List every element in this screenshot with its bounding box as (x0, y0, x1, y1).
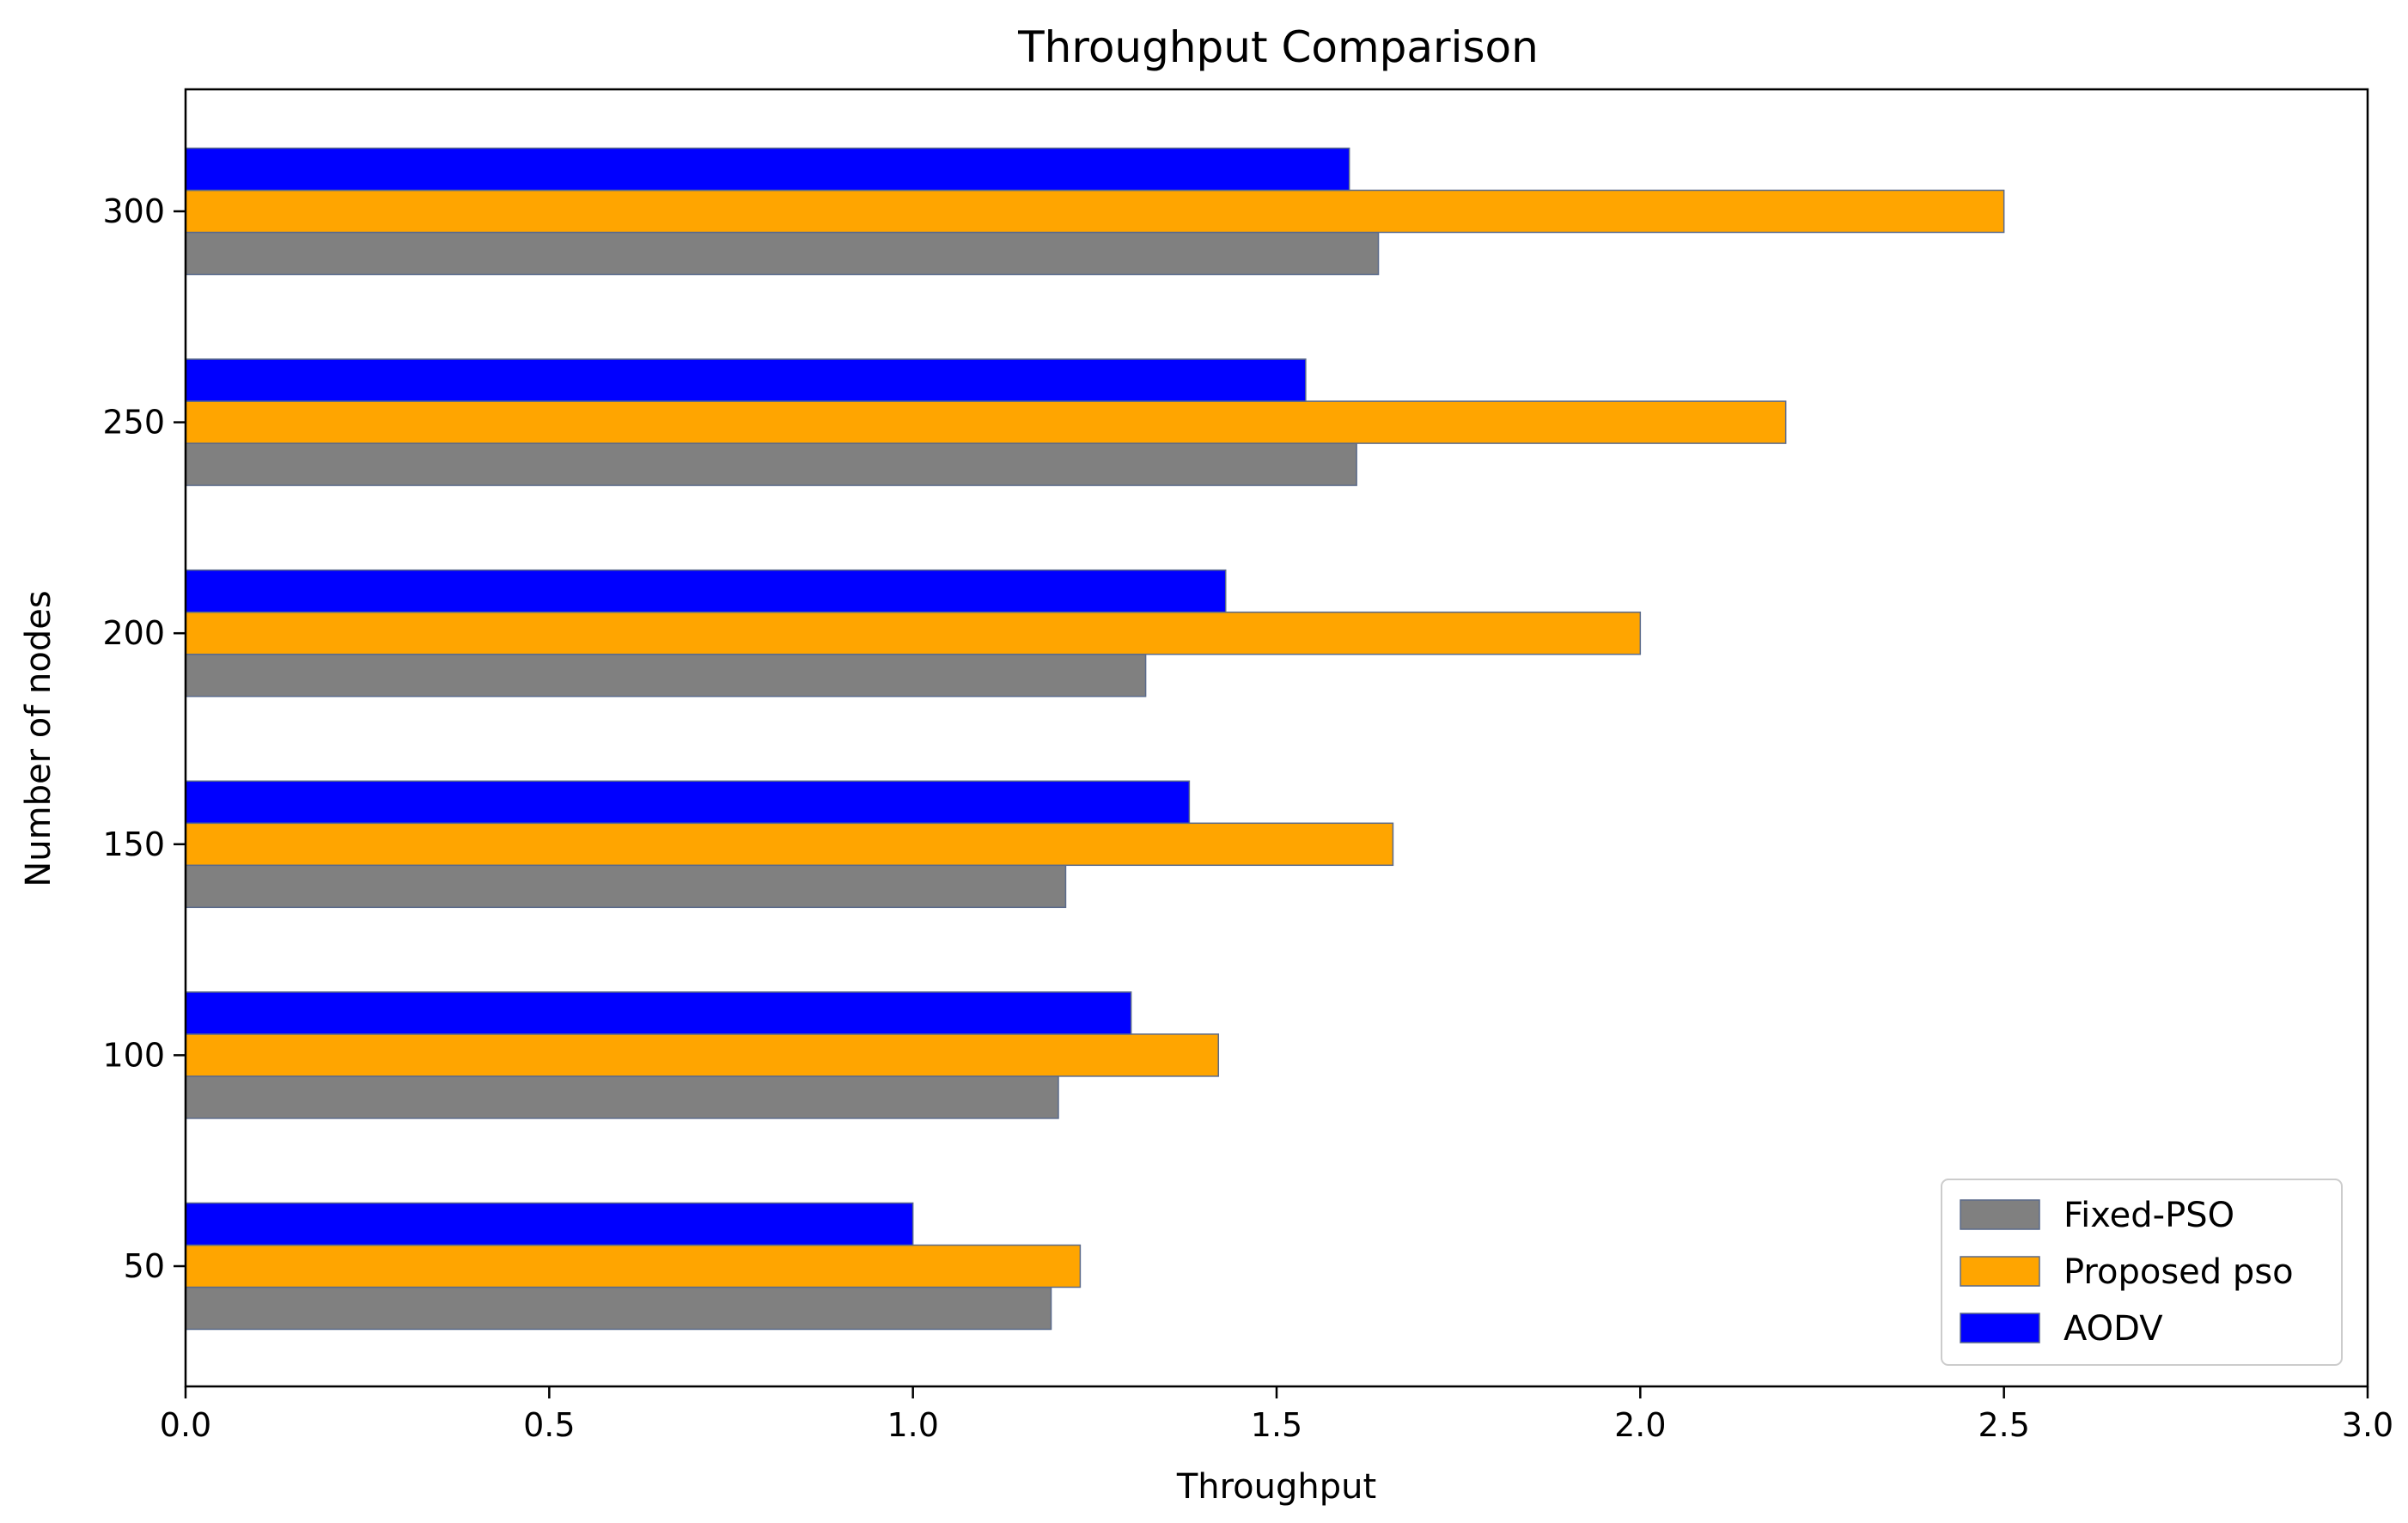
bar-fixed-pso-50 (185, 1286, 1052, 1331)
y-tick-label-250: 250 (102, 404, 165, 442)
legend: Fixed-PSO Proposed pso AODV (1941, 1179, 2343, 1366)
legend-swatch-fixed-pso (1960, 1199, 2040, 1230)
x-tick-label-0.0: 0.0 (160, 1406, 211, 1444)
bar-proposed-pso-100 (185, 1033, 1220, 1077)
legend-label-fixed-pso: Fixed-PSO (2064, 1196, 2234, 1235)
legend-swatch-proposed-pso (1960, 1256, 2040, 1287)
bar-aodv-100 (185, 991, 1132, 1035)
bar-fixed-pso-150 (185, 864, 1067, 909)
x-tick-label-0.5: 0.5 (523, 1406, 575, 1444)
legend-label-aodv: AODV (2064, 1309, 2163, 1349)
y-axis-label: Number of nodes (19, 590, 58, 886)
x-tick-label-2.0: 2.0 (1614, 1406, 1666, 1444)
y-tick-label-100: 100 (102, 1036, 165, 1074)
y-tick-label-150: 150 (102, 825, 165, 863)
y-tick-label-200: 200 (102, 614, 165, 652)
bar-aodv-150 (185, 780, 1191, 825)
bar-proposed-pso-300 (185, 189, 2005, 234)
bar-proposed-pso-200 (185, 611, 1642, 655)
bar-proposed-pso-50 (185, 1244, 1082, 1288)
legend-swatch-aodv (1960, 1313, 2040, 1343)
legend-label-proposed-pso: Proposed pso (2064, 1252, 2294, 1292)
bar-proposed-pso-250 (185, 400, 1787, 444)
chart-title: Throughput Comparison (1017, 22, 1539, 72)
x-tick-label-1.0: 1.0 (887, 1406, 938, 1444)
bar-aodv-250 (185, 358, 1307, 402)
bar-aodv-50 (185, 1202, 914, 1246)
bar-group (185, 147, 2005, 1331)
y-tick-label-50: 50 (124, 1247, 165, 1285)
bar-aodv-200 (185, 569, 1227, 613)
bar-fixed-pso-250 (185, 442, 1357, 486)
y-axis-ticks: 50 100 150 200 250 300 (102, 192, 186, 1285)
bar-fixed-pso-300 (185, 231, 1380, 276)
bar-proposed-pso-150 (185, 822, 1394, 867)
bar-fixed-pso-100 (185, 1075, 1059, 1119)
bar-fixed-pso-200 (185, 653, 1147, 698)
x-tick-label-3.0: 3.0 (2342, 1406, 2393, 1444)
plot-area-frame (184, 88, 2369, 1388)
y-tick-label-300: 300 (102, 192, 165, 230)
x-tick-label-2.5: 2.5 (1978, 1406, 2029, 1444)
legend-frame (1941, 1179, 2343, 1366)
x-axis-label: Throughput (1176, 1467, 1376, 1507)
bar-aodv-300 (185, 147, 1350, 192)
x-axis-ticks: 0.0 0.5 1.0 1.5 2.0 2.5 3.0 (160, 1386, 2393, 1444)
x-tick-label-1.5: 1.5 (1251, 1406, 1302, 1444)
